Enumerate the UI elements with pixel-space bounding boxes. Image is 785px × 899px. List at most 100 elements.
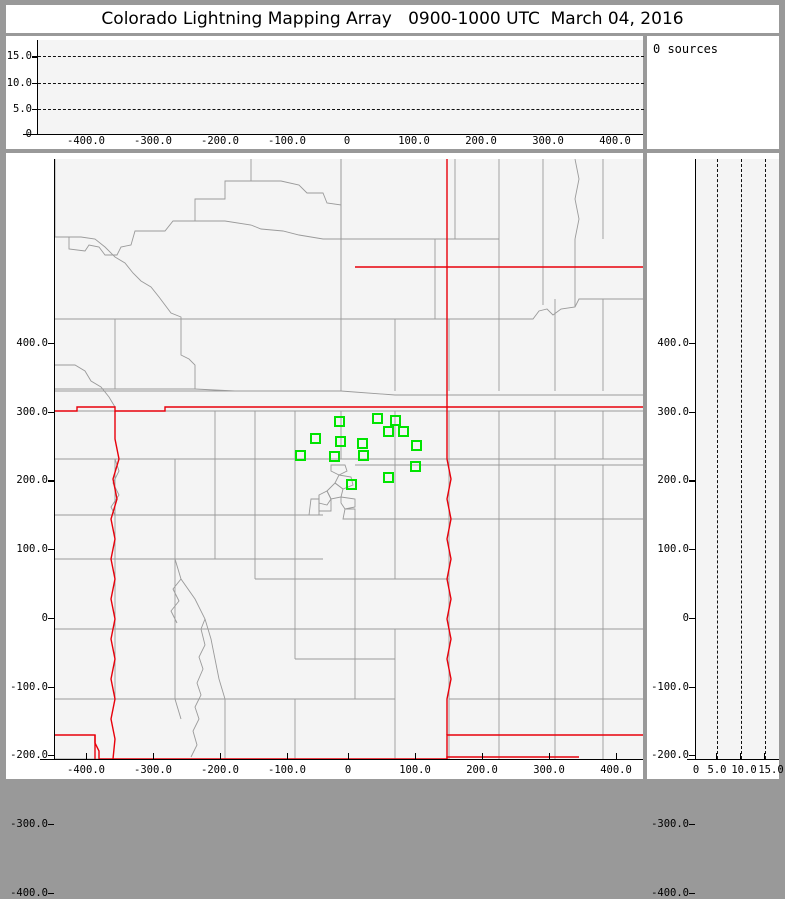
rp-ytick-100: 100.0 xyxy=(657,543,689,556)
rp-ytickmark--200 xyxy=(689,755,695,757)
tl-xtick--200: -200.0 xyxy=(201,135,239,147)
map-ytickmark-300 xyxy=(48,411,54,413)
map-xtick--300: -300.0 xyxy=(134,764,172,776)
tl-ytick-15: 15.0 xyxy=(6,50,32,63)
map-ytick-100: 100.0 xyxy=(16,543,48,556)
map-ytick-400: 400.0 xyxy=(16,337,48,349)
title-bar: Colorado Lightning Mapping Array 0900-10… xyxy=(6,5,779,33)
lma-marker xyxy=(357,438,368,449)
map-xtick-100: 100.0 xyxy=(399,764,431,776)
map-xtick-300: 300.0 xyxy=(533,764,565,776)
lma-marker xyxy=(372,413,383,424)
source-count-label: 0 sources xyxy=(653,42,719,56)
rp-xtickmark-5 xyxy=(716,753,718,759)
map-ytick--300: -300.0 xyxy=(10,817,48,830)
panel-map: 400.0 300.0 200.0 100.0 0 -100.0 -200.0 … xyxy=(6,153,643,899)
rp-ytick-300: 300.0 xyxy=(657,405,689,418)
lma-marker xyxy=(398,426,409,437)
map-ytickmark-200 xyxy=(48,480,54,482)
map-ytickmark--300 xyxy=(48,823,54,826)
map-xtick-400: 400.0 xyxy=(600,764,632,776)
tl-xtick-400: 400.0 xyxy=(599,135,631,147)
map-ytick-0: 0 xyxy=(41,611,48,624)
page-title: Colorado Lightning Mapping Array 0900-10… xyxy=(101,9,684,29)
rp-ytickmark-0 xyxy=(689,617,695,620)
tl-plot-area xyxy=(37,40,644,134)
map-xtickmark--300 xyxy=(153,753,155,759)
rp-ytickmark-200 xyxy=(689,480,695,482)
map-xtickmark--200 xyxy=(220,753,222,759)
rp-plot-area xyxy=(695,159,779,759)
rp-ytickmark--100 xyxy=(689,686,695,688)
tl-xtick--400: -400.0 xyxy=(67,135,105,147)
tl-ytick-5: 5.0 xyxy=(13,102,32,115)
lma-marker xyxy=(410,461,421,472)
map-xtickmark-300 xyxy=(549,753,551,759)
rp-ytickmark-400 xyxy=(689,343,695,345)
tl-xtick-0: 0 xyxy=(343,135,351,147)
map-ytick-200: 200.0 xyxy=(16,474,48,487)
map-ytickmark--400 xyxy=(48,892,54,894)
tl-ytickmark-5 xyxy=(32,108,38,111)
tl-ytickmark-15 xyxy=(32,56,38,58)
rp-gridline-x-15 xyxy=(765,159,766,759)
rp-ytick--100: -100.0 xyxy=(651,680,689,693)
map-plot-area xyxy=(54,159,643,759)
map-ytick--400: -400.0 xyxy=(10,886,48,899)
tl-xaxis xyxy=(23,134,643,136)
rp-xtickmark-0 xyxy=(695,753,697,759)
rp-ytickmark-300 xyxy=(689,411,695,413)
panel-altitude-north-south: 400.0 300.0 200.0 100.0 0 -100.0 -200.0 … xyxy=(647,153,784,899)
lma-marker xyxy=(411,440,422,451)
rp-xtick-10: 10.0 xyxy=(731,764,757,776)
map-ytickmark--200 xyxy=(48,755,54,757)
lma-marker xyxy=(383,426,394,437)
map-ytick--100: -100.0 xyxy=(10,680,48,693)
map-xtickmark-400 xyxy=(616,753,618,759)
map-xtick--400: -400.0 xyxy=(67,764,105,776)
lma-marker xyxy=(334,416,345,427)
map-ytick-300: 300.0 xyxy=(16,405,48,418)
rp-ytick--400: -400.0 xyxy=(651,886,689,899)
tl-xtick-200: 200.0 xyxy=(465,135,497,147)
lma-marker xyxy=(383,472,394,483)
rp-ytick-0: 0 xyxy=(682,611,689,624)
map-xtick--200: -200.0 xyxy=(201,764,239,776)
rp-gridline-x-5 xyxy=(717,159,718,759)
gridline-y-15 xyxy=(38,56,644,58)
map-xtickmark-200 xyxy=(482,753,484,759)
lma-marker xyxy=(358,450,369,461)
county-boundaries xyxy=(55,159,643,759)
map-xtick-0: 0 xyxy=(344,764,352,776)
tl-xtick-100: 100.0 xyxy=(398,135,430,147)
rp-gridline-x-10 xyxy=(741,159,742,759)
lma-marker xyxy=(390,415,401,426)
lma-marker xyxy=(329,451,340,462)
lma-figure: Colorado Lightning Mapping Array 0900-10… xyxy=(6,5,784,899)
lma-marker xyxy=(310,433,321,444)
map-xaxis xyxy=(40,759,643,761)
map-ytick--200: -200.0 xyxy=(10,749,48,762)
tl-xtick-300: 300.0 xyxy=(532,135,564,147)
map-xtickmark-100 xyxy=(415,753,417,759)
rp-ytick-400: 400.0 xyxy=(657,337,689,349)
rp-xtickmark-15 xyxy=(764,753,766,759)
rp-xtick-5: 5.0 xyxy=(707,764,727,776)
lma-marker xyxy=(346,479,357,490)
map-ytickmark-100 xyxy=(48,549,54,551)
map-ytickmark-0 xyxy=(48,617,54,620)
lma-station-markers xyxy=(295,413,422,490)
map-geometry xyxy=(55,159,643,759)
panel-source-count: 0 sources xyxy=(647,36,779,149)
map-xtickmark--100 xyxy=(287,753,289,759)
map-xtickmark-0 xyxy=(348,753,350,759)
rp-ytick--300: -300.0 xyxy=(651,817,689,830)
tl-xtick--300: -300.0 xyxy=(134,135,172,147)
map-ytickmark--100 xyxy=(48,686,54,688)
tl-ytickmark-10 xyxy=(32,82,38,84)
rp-ytickmark--400 xyxy=(689,892,695,894)
map-xtick--100: -100.0 xyxy=(268,764,306,776)
rp-ytickmark--300 xyxy=(689,823,695,826)
panel-altitude-east-west: 0 5.0 10.0 15.0 xyxy=(6,36,644,149)
rp-ytick-200: 200.0 xyxy=(657,474,689,487)
